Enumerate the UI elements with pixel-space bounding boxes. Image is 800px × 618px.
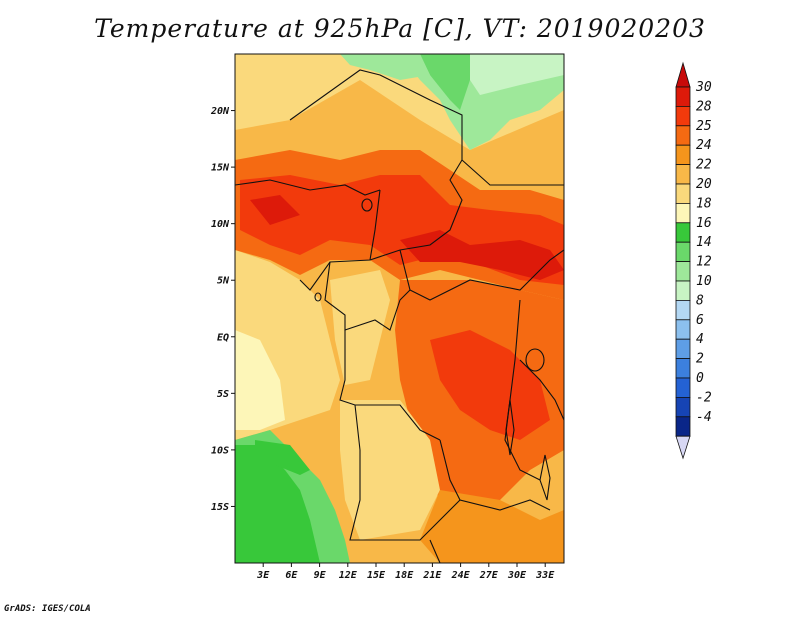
colorbar-swatch [675,358,691,379]
lon-tick-label: 33E [535,570,555,581]
field-ne-green [420,54,470,110]
colorbar-level-label: 30 [695,80,712,95]
lon-tick-label: 30E [507,570,527,581]
lat-tick-label: 15N [211,163,230,174]
colorbar-swatch [675,396,691,418]
field-sw-green-blob [255,440,310,475]
colorbar-level-label: 25 [696,119,712,134]
colorbar-swatch [675,261,691,282]
colorbar-swatch [675,299,691,321]
colorbar-swatch [675,86,691,107]
lake-victoria [525,348,545,372]
border-zambia [439,439,551,511]
colorbar-level-label: -2 [696,390,712,405]
lon-tick-label: 24E [451,570,471,581]
colorbar-level-label: 2 [696,352,704,367]
lake-small [314,292,322,302]
colorbar-swatch [675,183,691,204]
colorbar-swatch [675,125,691,146]
lat-tick-label: 5N [217,276,230,287]
colorbar-level-label: 22 [696,158,712,173]
border-chad-cameroon [299,189,381,291]
grads-credit: GrADS: IGES/COLA [4,604,91,614]
longitude-axis: 3E 6E 9E 12E 15E 18E 21E 24E 27E 30E 33E [256,563,555,581]
lon-tick-label: 15E [367,570,386,581]
temperature-field [235,54,564,563]
latitude-axis: 20N 15N 10N 5N EQ 5S 10S 15S [210,106,235,513]
border-sudan-north [461,159,564,186]
colorbar-top-arrow [675,61,691,88]
field-south-orange [420,490,564,563]
lon-tick-label: 3E [256,570,270,581]
border-niger-nigeria [235,179,381,196]
colorbar-swatch [675,280,691,301]
lake-chad [361,198,373,212]
colorbar-level-label: 4 [696,332,704,347]
colorbar-bottom-arrow [675,435,691,460]
colorbar-level-label: 28 [696,99,712,114]
colorbar-swatch [675,416,691,437]
map-title: Temperature at 925hPa [C], VT: 201902020… [94,14,706,43]
lakes [314,198,551,501]
lake-malawi [539,454,551,501]
colorbar-level-label: 6 [696,313,704,328]
border-congo [324,261,411,331]
colorbar-swatch [675,222,691,243]
colorbar-swatch [675,106,691,127]
colorbar-level-label: -4 [696,410,712,425]
country-borders [235,69,564,563]
colorbar-level-label: 0 [696,371,704,386]
colorbar-level-label: 14 [696,235,712,250]
lat-tick-label: 10S [211,445,229,456]
lat-tick-label: EQ [217,332,229,343]
map-frame [234,53,565,564]
lat-tick-label: 20N [210,106,230,117]
colorbar-swatch [675,338,691,360]
colorbar-swatch [675,144,691,165]
border-angola-south [349,404,461,541]
colorbar-level-label: 8 [696,293,704,308]
colorbar-level-label: 10 [696,274,712,289]
colorbar-level-label: 20 [696,177,712,192]
field-ne-green-pale [470,54,564,95]
border-libya-chad [289,69,463,160]
colorbar-level-label: 18 [696,196,712,211]
colorbar-level-label: 16 [696,216,712,231]
lon-tick-label: 12E [339,570,358,581]
lake-tanganyika [505,399,515,456]
field-hot-west [250,195,300,225]
lon-tick-label: 27E [479,570,499,581]
lon-tick-label: 21E [422,570,442,581]
border-tanzania [519,359,564,421]
lat-tick-label: 15S [211,502,229,513]
colorbar-swatch [675,377,691,398]
border-south [429,539,441,563]
field-n-green [340,54,430,80]
field-east-red [430,330,550,440]
field-south-pale [340,400,440,540]
colorbar-swatch [675,241,691,262]
colorbar-swatch [675,164,691,185]
lat-tick-label: 10N [211,219,230,230]
field-sw-green [235,445,320,563]
lon-tick-label: 18E [395,570,414,581]
colorbar-swatch [675,202,691,224]
lon-tick-label: 6E [285,570,298,581]
lon-tick-label: 9E [314,570,327,581]
field-hot-east [400,230,564,280]
colorbar-swatch [675,319,691,340]
colorbar-level-label: 12 [696,255,712,270]
field-ocean-paleyellow [235,330,285,430]
colorbar-level-label: 24 [696,138,712,153]
lat-tick-label: 5S [217,389,229,400]
